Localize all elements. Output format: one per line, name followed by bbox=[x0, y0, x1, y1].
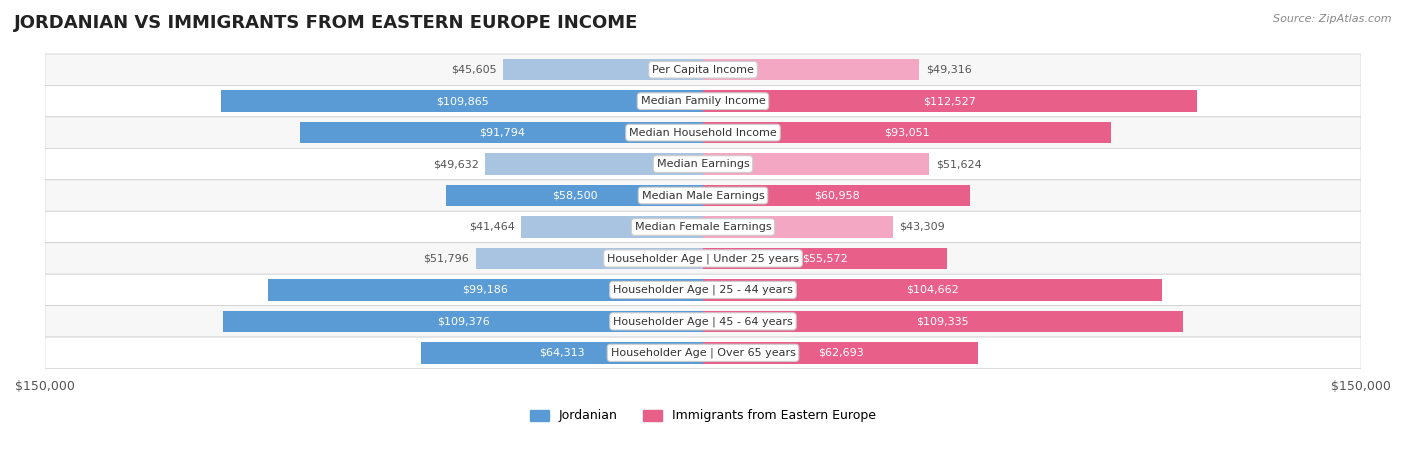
Text: Median Male Earnings: Median Male Earnings bbox=[641, 191, 765, 200]
Text: Householder Age | Under 25 years: Householder Age | Under 25 years bbox=[607, 253, 799, 264]
Bar bbox=[703, 59, 920, 80]
Text: Householder Age | 45 - 64 years: Householder Age | 45 - 64 years bbox=[613, 316, 793, 326]
Bar bbox=[703, 279, 1163, 301]
FancyBboxPatch shape bbox=[45, 305, 1361, 337]
Text: $45,605: $45,605 bbox=[451, 65, 496, 75]
Text: Householder Age | Over 65 years: Householder Age | Over 65 years bbox=[610, 347, 796, 358]
Text: JORDANIAN VS IMMIGRANTS FROM EASTERN EUROPE INCOME: JORDANIAN VS IMMIGRANTS FROM EASTERN EUR… bbox=[14, 14, 638, 32]
FancyBboxPatch shape bbox=[45, 211, 1361, 243]
Bar bbox=[221, 91, 703, 112]
Text: $64,313: $64,313 bbox=[538, 348, 585, 358]
Bar bbox=[269, 279, 703, 301]
FancyBboxPatch shape bbox=[45, 243, 1361, 274]
Text: $49,316: $49,316 bbox=[927, 65, 972, 75]
Text: $109,376: $109,376 bbox=[437, 316, 489, 326]
Text: Source: ZipAtlas.com: Source: ZipAtlas.com bbox=[1274, 14, 1392, 24]
Bar bbox=[420, 342, 703, 363]
Text: $62,693: $62,693 bbox=[818, 348, 863, 358]
Bar bbox=[703, 248, 946, 269]
FancyBboxPatch shape bbox=[45, 274, 1361, 305]
Bar bbox=[446, 185, 703, 206]
FancyBboxPatch shape bbox=[45, 180, 1361, 211]
Text: $60,958: $60,958 bbox=[814, 191, 859, 200]
Text: $43,309: $43,309 bbox=[900, 222, 945, 232]
Text: $55,572: $55,572 bbox=[801, 254, 848, 263]
Text: $51,796: $51,796 bbox=[423, 254, 470, 263]
Bar bbox=[475, 248, 703, 269]
Text: $99,186: $99,186 bbox=[463, 285, 509, 295]
Bar bbox=[703, 153, 929, 175]
FancyBboxPatch shape bbox=[45, 54, 1361, 85]
Text: $104,662: $104,662 bbox=[907, 285, 959, 295]
Text: Median Female Earnings: Median Female Earnings bbox=[634, 222, 772, 232]
Bar bbox=[301, 122, 703, 143]
FancyBboxPatch shape bbox=[45, 149, 1361, 180]
Text: Householder Age | 25 - 44 years: Householder Age | 25 - 44 years bbox=[613, 285, 793, 295]
Bar bbox=[503, 59, 703, 80]
Bar bbox=[703, 122, 1111, 143]
FancyBboxPatch shape bbox=[45, 337, 1361, 368]
Bar bbox=[522, 216, 703, 238]
Text: $93,051: $93,051 bbox=[884, 127, 929, 138]
Legend: Jordanian, Immigrants from Eastern Europe: Jordanian, Immigrants from Eastern Europ… bbox=[526, 404, 880, 427]
Text: Median Household Income: Median Household Income bbox=[628, 127, 778, 138]
Bar bbox=[703, 342, 979, 363]
Text: $109,335: $109,335 bbox=[917, 316, 969, 326]
FancyBboxPatch shape bbox=[45, 117, 1361, 149]
Bar bbox=[224, 311, 703, 332]
Text: Median Earnings: Median Earnings bbox=[657, 159, 749, 169]
Text: $91,794: $91,794 bbox=[478, 127, 524, 138]
Bar bbox=[703, 91, 1197, 112]
Text: $51,624: $51,624 bbox=[936, 159, 981, 169]
Bar bbox=[703, 216, 893, 238]
Text: Per Capita Income: Per Capita Income bbox=[652, 65, 754, 75]
Bar bbox=[485, 153, 703, 175]
Text: Median Family Income: Median Family Income bbox=[641, 96, 765, 106]
Bar bbox=[703, 185, 970, 206]
Text: $58,500: $58,500 bbox=[553, 191, 598, 200]
FancyBboxPatch shape bbox=[45, 85, 1361, 117]
Bar bbox=[703, 311, 1182, 332]
Text: $112,527: $112,527 bbox=[924, 96, 976, 106]
Text: $109,865: $109,865 bbox=[436, 96, 488, 106]
Text: $41,464: $41,464 bbox=[468, 222, 515, 232]
Text: $49,632: $49,632 bbox=[433, 159, 478, 169]
